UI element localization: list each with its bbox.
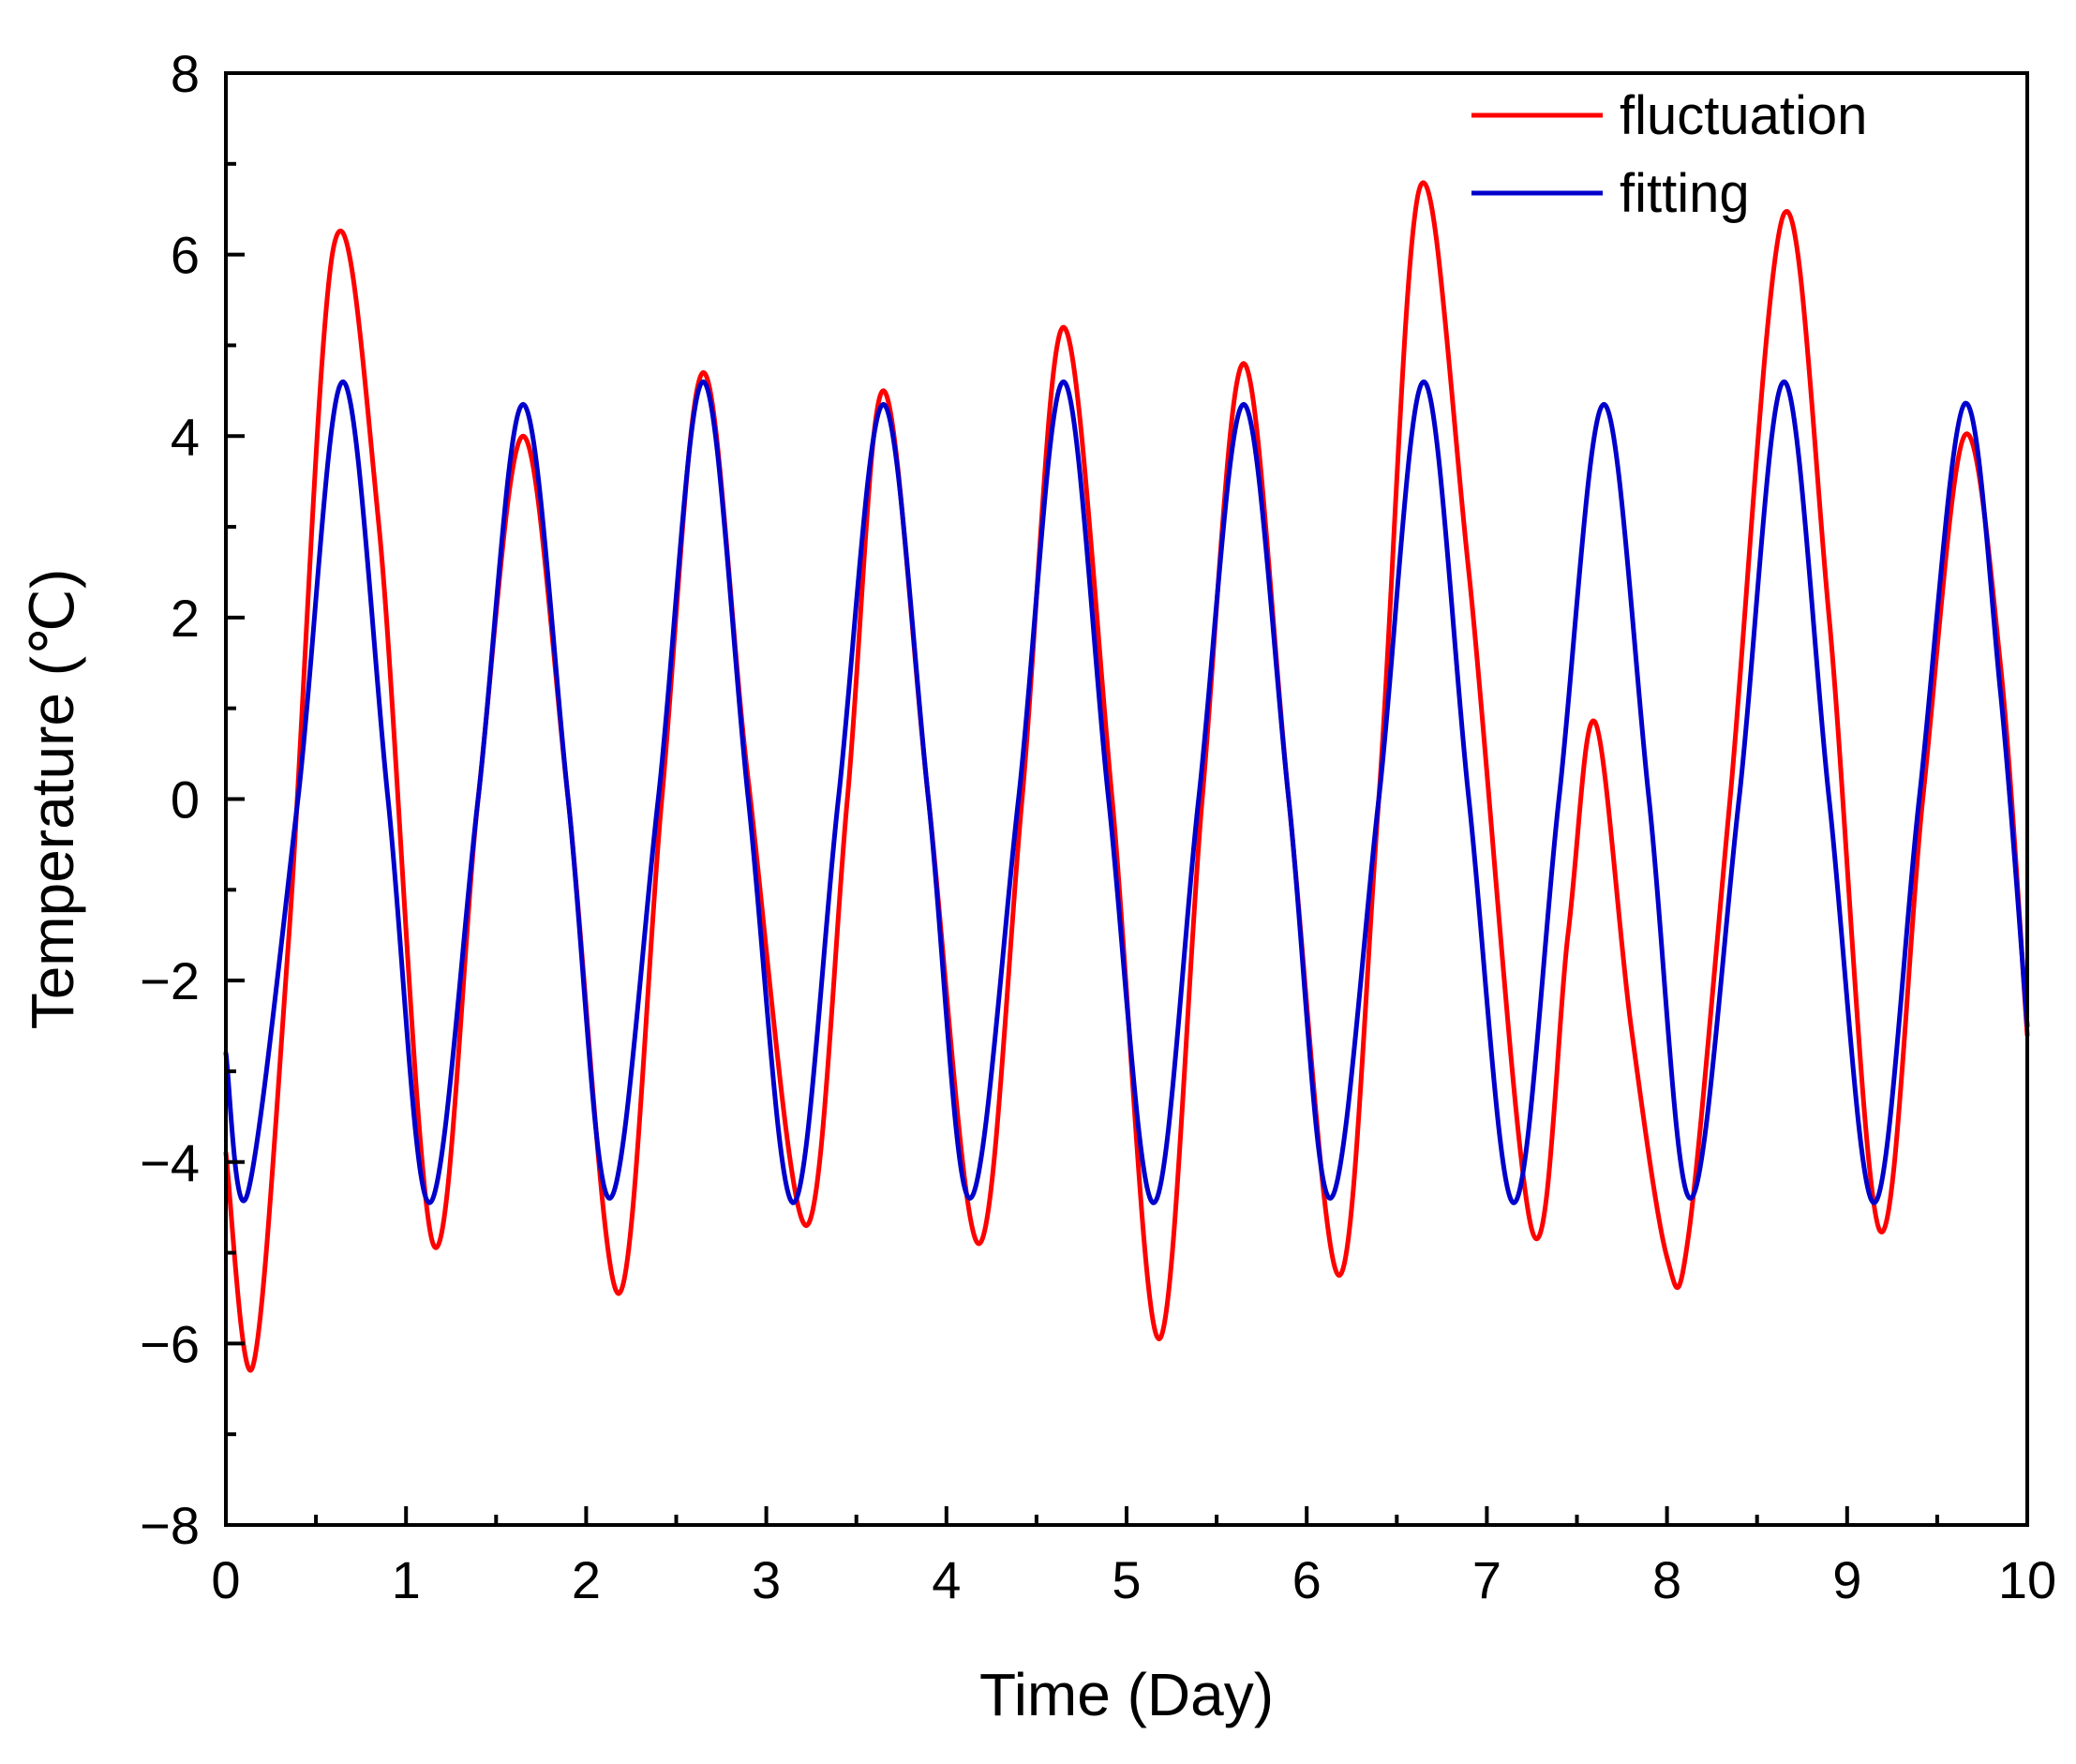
x-tick-label: 6 [1292, 1550, 1322, 1609]
x-axis-title: Time (Day) [979, 1661, 1274, 1728]
x-tick-label: 2 [572, 1550, 601, 1609]
series-line-fitting [223, 379, 2030, 1205]
x-tick-label: 7 [1472, 1550, 1501, 1609]
legend: fluctuation fitting [1471, 85, 1867, 224]
y-tick-label: −6 [140, 1314, 200, 1373]
x-tick-label: 5 [1112, 1550, 1141, 1609]
y-tick-label: 2 [171, 589, 200, 648]
x-tick-label: 8 [1652, 1550, 1681, 1609]
y-axis-title: Temperature (℃) [19, 569, 86, 1030]
y-tick-label: 4 [171, 407, 200, 466]
y-tick-label: 6 [171, 226, 200, 285]
x-tick-label: 0 [211, 1550, 240, 1609]
legend-label-fitting: fitting [1620, 163, 1750, 224]
y-tick-label: −8 [140, 1496, 200, 1555]
legend-label-fluctuation: fluctuation [1620, 85, 1867, 146]
ticks-layer [224, 71, 2029, 1527]
y-tick-label: −2 [140, 951, 200, 1010]
tick-labels-layer: 0 1 2 3 4 5 6 7 8 9 10 −8 −6 −4 −2 0 2 4 6 8 [140, 44, 2056, 1609]
x-tick-label: 10 [1998, 1550, 2056, 1609]
x-tick-label: 1 [392, 1550, 421, 1609]
y-tick-label: −4 [140, 1133, 200, 1192]
series-layer [223, 180, 2030, 1373]
series-line-fluctuation [223, 180, 2030, 1373]
y-tick-label: 8 [171, 44, 200, 103]
x-tick-label: 9 [1832, 1550, 1861, 1609]
y-tick-label: 0 [171, 770, 200, 830]
x-tick-label: 4 [932, 1550, 961, 1609]
x-tick-label: 3 [752, 1550, 781, 1609]
